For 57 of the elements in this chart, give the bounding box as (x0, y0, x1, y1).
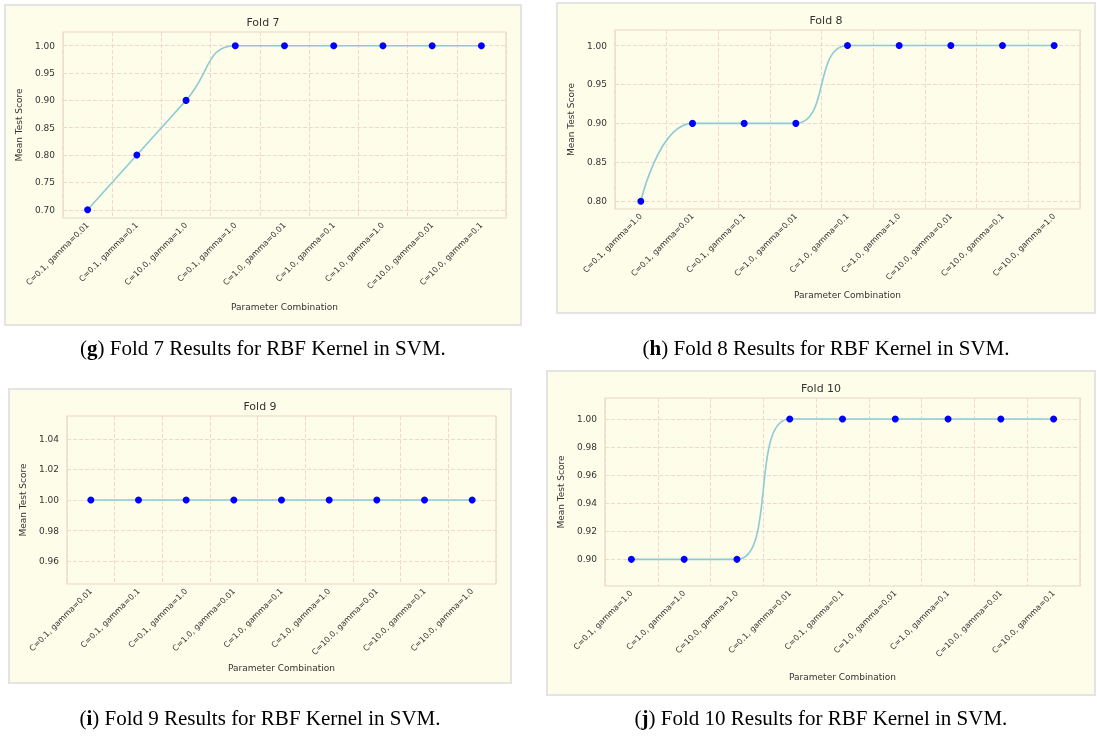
y-tick-label: 0.95 (34, 68, 55, 79)
y-tick-label: 0.98 (38, 525, 60, 536)
y-tick-label: 1.00 (586, 40, 608, 51)
x-axis-title: Parameter Combination (228, 663, 335, 674)
point (792, 119, 800, 127)
y-tick-label: 0.98 (576, 442, 598, 453)
chart-title: Fold 8 (809, 14, 843, 27)
y-axis-title: Mean Test Score (17, 462, 28, 537)
y-tick-label: 0.96 (576, 470, 598, 481)
point (740, 119, 748, 127)
y-tick-label: 0.90 (576, 554, 598, 565)
y-tick-label: 0.80 (586, 196, 608, 207)
point (281, 42, 288, 50)
y-tick-label: 0.95 (586, 79, 607, 90)
y-tick-label: 0.94 (576, 498, 598, 509)
y-tick-label: 1.00 (38, 495, 60, 505)
point (379, 42, 387, 50)
y-tick-label: 0.85 (586, 157, 607, 168)
x-axis-title: Parameter Combination (794, 289, 901, 300)
y-tick-label: 0.90 (34, 95, 56, 106)
text: (i) Fold 9 Results for RBF Kernel in SVM. (78, 706, 442, 731)
y-tick-label: 1.00 (576, 414, 598, 425)
y-tick-label: 0.96 (38, 556, 60, 567)
y-tick-label: 0.80 (34, 150, 56, 161)
y-tick-label: 0.90 (586, 118, 608, 129)
chart-title: Fold 7 (246, 16, 280, 29)
text: (h) Fold 8 Results for RBF Kernel in SVM. (641, 336, 1011, 361)
point (999, 42, 1006, 50)
point (1050, 42, 1058, 50)
point (844, 42, 851, 50)
chart-title: Fold 10 (800, 382, 842, 395)
point (637, 197, 645, 205)
point (231, 42, 239, 50)
y-tick-label: 1.02 (38, 464, 59, 475)
text: (j) Fold 10 Results for RBF Kernel in SVM. (633, 706, 1009, 731)
y-tick-label: 1.00 (34, 40, 56, 51)
y-axis-title: Mean Test Score (565, 82, 576, 157)
point (133, 151, 141, 159)
point (895, 42, 903, 50)
y-tick-label: 1.04 (38, 433, 60, 444)
point (84, 206, 92, 214)
y-tick-label: 0.70 (34, 204, 56, 215)
x-axis-title: Parameter Combination (789, 671, 896, 682)
point (947, 42, 955, 50)
point (428, 42, 436, 50)
point (182, 96, 190, 104)
x-axis-title: Parameter Combination (231, 301, 338, 312)
y-tick-label: 0.92 (576, 526, 597, 537)
y-axis-title: Mean Test Score (555, 454, 566, 529)
text: (g) Fold 7 Results for RBF Kernel in SVM. (79, 336, 447, 361)
point (477, 42, 485, 50)
point (330, 42, 338, 50)
y-tick-label: 0.85 (34, 122, 55, 133)
y-axis-title: Mean Test Score (13, 87, 24, 162)
y-tick-label: 0.75 (34, 177, 55, 188)
chart-title: Fold 9 (243, 400, 277, 413)
point (689, 119, 696, 127)
